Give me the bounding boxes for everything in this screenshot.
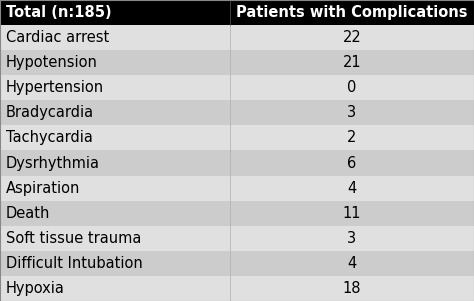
- Text: 11: 11: [343, 206, 361, 221]
- Bar: [230, 201, 474, 226]
- Bar: [0, 276, 230, 301]
- Text: Hypotension: Hypotension: [6, 55, 98, 70]
- Bar: [230, 50, 474, 75]
- Bar: [230, 175, 474, 201]
- Text: Patients with Complications: Patients with Complications: [236, 5, 468, 20]
- Text: 2: 2: [347, 130, 356, 145]
- Bar: [0, 50, 230, 75]
- Text: 21: 21: [343, 55, 361, 70]
- Bar: [0, 201, 230, 226]
- Text: Bradycardia: Bradycardia: [6, 105, 94, 120]
- Bar: [230, 150, 474, 175]
- Bar: [0, 175, 230, 201]
- Bar: [230, 100, 474, 126]
- Bar: [230, 251, 474, 276]
- Text: Tachycardia: Tachycardia: [6, 130, 92, 145]
- Bar: [0, 100, 230, 126]
- Bar: [0, 150, 230, 175]
- Text: Total (n:185): Total (n:185): [6, 5, 111, 20]
- Text: Aspiration: Aspiration: [6, 181, 80, 196]
- Text: Difficult Intubation: Difficult Intubation: [6, 256, 143, 271]
- Text: Hypoxia: Hypoxia: [6, 281, 64, 296]
- Text: 4: 4: [347, 256, 356, 271]
- Text: 18: 18: [343, 281, 361, 296]
- Bar: [230, 276, 474, 301]
- Bar: [0, 226, 230, 251]
- Bar: [0, 75, 230, 100]
- Text: 3: 3: [347, 105, 356, 120]
- Text: 22: 22: [343, 30, 361, 45]
- Text: 0: 0: [347, 80, 356, 95]
- Text: Death: Death: [6, 206, 50, 221]
- Bar: [0, 126, 230, 150]
- Text: Dysrhythmia: Dysrhythmia: [6, 156, 100, 171]
- Bar: [230, 75, 474, 100]
- Text: 3: 3: [347, 231, 356, 246]
- Bar: [0, 0, 230, 25]
- Text: Hypertension: Hypertension: [6, 80, 104, 95]
- Bar: [230, 226, 474, 251]
- Bar: [0, 251, 230, 276]
- Bar: [230, 25, 474, 50]
- Text: Soft tissue trauma: Soft tissue trauma: [6, 231, 141, 246]
- Bar: [230, 126, 474, 150]
- Text: 4: 4: [347, 181, 356, 196]
- Text: Cardiac arrest: Cardiac arrest: [6, 30, 109, 45]
- Text: 6: 6: [347, 156, 356, 171]
- Bar: [0, 25, 230, 50]
- Bar: [230, 0, 474, 25]
